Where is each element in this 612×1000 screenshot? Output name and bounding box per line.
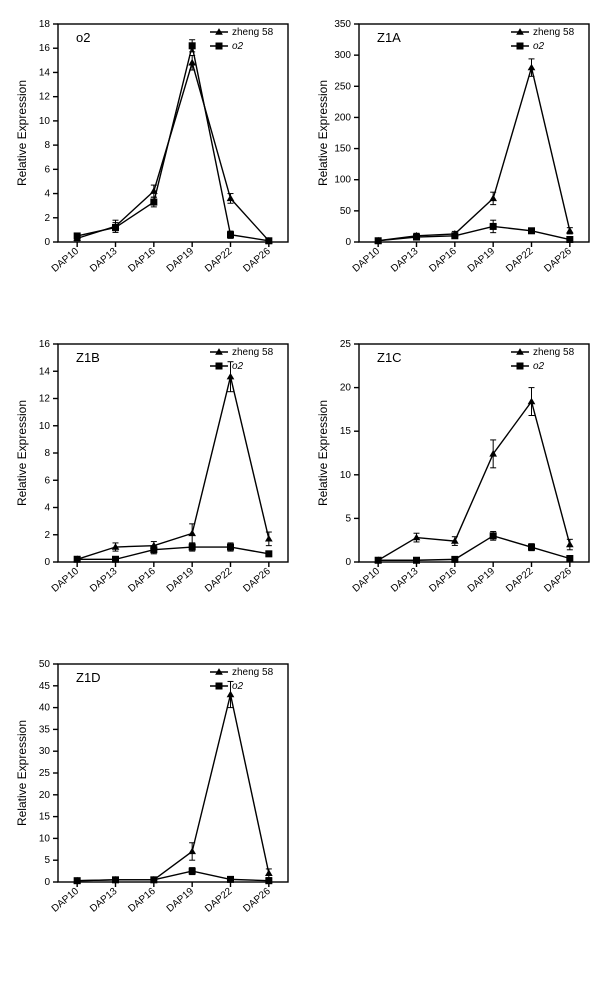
- svg-text:35: 35: [39, 724, 51, 735]
- svg-text:DAP13: DAP13: [88, 566, 120, 595]
- svg-text:DAP10: DAP10: [50, 566, 82, 595]
- svg-text:250: 250: [334, 81, 351, 92]
- svg-text:350: 350: [334, 19, 351, 30]
- svg-text:DAP19: DAP19: [466, 566, 498, 595]
- svg-text:100: 100: [334, 175, 351, 186]
- svg-text:16: 16: [39, 339, 51, 350]
- svg-text:DAP16: DAP16: [126, 566, 158, 595]
- svg-text:DAP26: DAP26: [542, 246, 574, 275]
- svg-text:0: 0: [44, 557, 50, 568]
- svg-text:30: 30: [39, 746, 51, 757]
- legend-label: zheng 58: [232, 347, 274, 358]
- svg-text:10: 10: [39, 421, 51, 432]
- legend-label: zheng 58: [232, 27, 274, 38]
- svg-text:DAP19: DAP19: [466, 246, 498, 275]
- svg-text:14: 14: [39, 366, 51, 377]
- svg-text:16: 16: [39, 43, 51, 54]
- legend-label: zheng 58: [232, 667, 274, 678]
- svg-text:DAP22: DAP22: [203, 566, 235, 595]
- chart-title: Z1C: [377, 350, 402, 365]
- svg-text:150: 150: [334, 144, 351, 155]
- legend-label: o2: [533, 361, 545, 372]
- svg-text:4: 4: [44, 503, 50, 514]
- chart-Z1D: 0 5 10 15 20 25 30 35 40 45 50 DAP10DAP13DAP16DAP19…: [10, 650, 301, 950]
- svg-text:DAP26: DAP26: [241, 566, 273, 595]
- svg-text:40: 40: [39, 703, 51, 714]
- y-axis-label: Relative Expression: [15, 80, 29, 186]
- svg-text:DAP13: DAP13: [88, 886, 120, 915]
- svg-text:5: 5: [44, 855, 50, 866]
- svg-text:DAP19: DAP19: [165, 886, 197, 915]
- svg-text:DAP10: DAP10: [351, 246, 383, 275]
- svg-text:15: 15: [39, 812, 51, 823]
- legend-label: o2: [232, 681, 244, 692]
- svg-text:0: 0: [345, 237, 351, 248]
- svg-text:DAP10: DAP10: [50, 886, 82, 915]
- svg-text:4: 4: [44, 189, 50, 200]
- svg-text:6: 6: [44, 475, 50, 486]
- chart-Z1C: 0 5 10 15 20 25 DAP10DAP13DAP16DAP19DAP22DAP26…: [311, 330, 602, 630]
- svg-text:200: 200: [334, 112, 351, 123]
- svg-text:18: 18: [39, 19, 51, 30]
- svg-text:2: 2: [44, 213, 50, 224]
- svg-text:300: 300: [334, 50, 351, 61]
- y-axis-label: Relative Expression: [316, 400, 330, 506]
- svg-text:DAP16: DAP16: [427, 246, 459, 275]
- legend-label: o2: [533, 41, 545, 52]
- legend-label: o2: [232, 361, 244, 372]
- svg-text:45: 45: [39, 681, 51, 692]
- svg-text:DAP10: DAP10: [50, 246, 82, 275]
- svg-text:DAP16: DAP16: [126, 886, 158, 915]
- chart-Z1B: 0 2 4 6 8 10 12 14 16 DAP10DAP13DAP16DAP19DAP22DA…: [10, 330, 301, 630]
- svg-text:DAP26: DAP26: [241, 246, 273, 275]
- y-axis-label: Relative Expression: [316, 80, 330, 186]
- svg-text:10: 10: [39, 116, 51, 127]
- svg-text:DAP16: DAP16: [427, 566, 459, 595]
- svg-text:15: 15: [340, 426, 352, 437]
- svg-text:25: 25: [39, 768, 51, 779]
- svg-text:8: 8: [44, 140, 50, 151]
- svg-text:8: 8: [44, 448, 50, 459]
- svg-text:DAP10: DAP10: [351, 566, 383, 595]
- svg-text:DAP16: DAP16: [126, 246, 158, 275]
- svg-text:10: 10: [340, 470, 352, 481]
- svg-text:0: 0: [345, 557, 351, 568]
- svg-text:DAP13: DAP13: [88, 246, 120, 275]
- chart-title: Z1B: [76, 350, 100, 365]
- y-axis-label: Relative Expression: [15, 720, 29, 826]
- svg-text:DAP19: DAP19: [165, 566, 197, 595]
- svg-text:50: 50: [340, 206, 352, 217]
- svg-text:0: 0: [44, 237, 50, 248]
- legend-label: zheng 58: [533, 347, 575, 358]
- svg-text:25: 25: [340, 339, 352, 350]
- chart-title: Z1D: [76, 670, 101, 685]
- svg-text:50: 50: [39, 659, 51, 670]
- svg-text:DAP13: DAP13: [389, 566, 421, 595]
- svg-text:DAP22: DAP22: [203, 886, 235, 915]
- svg-text:14: 14: [39, 67, 51, 78]
- svg-text:10: 10: [39, 833, 51, 844]
- svg-text:DAP22: DAP22: [504, 566, 536, 595]
- svg-text:DAP22: DAP22: [504, 246, 536, 275]
- svg-text:20: 20: [340, 383, 352, 394]
- svg-text:6: 6: [44, 164, 50, 175]
- legend-label: o2: [232, 41, 244, 52]
- svg-text:0: 0: [44, 877, 50, 888]
- chart-Z1A: 0 50 100 150 200 250 300 350 DAP10DAP13DAP16DAP1…: [311, 10, 602, 310]
- svg-text:12: 12: [39, 394, 51, 405]
- chart-o2: 0 2 4 6 8 10 12 14 16 18 DAP10DAP13DAP16DAP19DAP22…: [10, 10, 301, 310]
- legend-label: zheng 58: [533, 27, 575, 38]
- svg-text:DAP26: DAP26: [241, 886, 273, 915]
- svg-text:20: 20: [39, 790, 51, 801]
- svg-text:DAP13: DAP13: [389, 246, 421, 275]
- svg-text:DAP19: DAP19: [165, 246, 197, 275]
- y-axis-label: Relative Expression: [15, 400, 29, 506]
- chart-title: o2: [76, 30, 90, 45]
- svg-text:2: 2: [44, 530, 50, 541]
- chart-title: Z1A: [377, 30, 401, 45]
- svg-text:12: 12: [39, 92, 51, 103]
- svg-text:DAP26: DAP26: [542, 566, 574, 595]
- svg-text:5: 5: [345, 513, 351, 524]
- svg-text:DAP22: DAP22: [203, 246, 235, 275]
